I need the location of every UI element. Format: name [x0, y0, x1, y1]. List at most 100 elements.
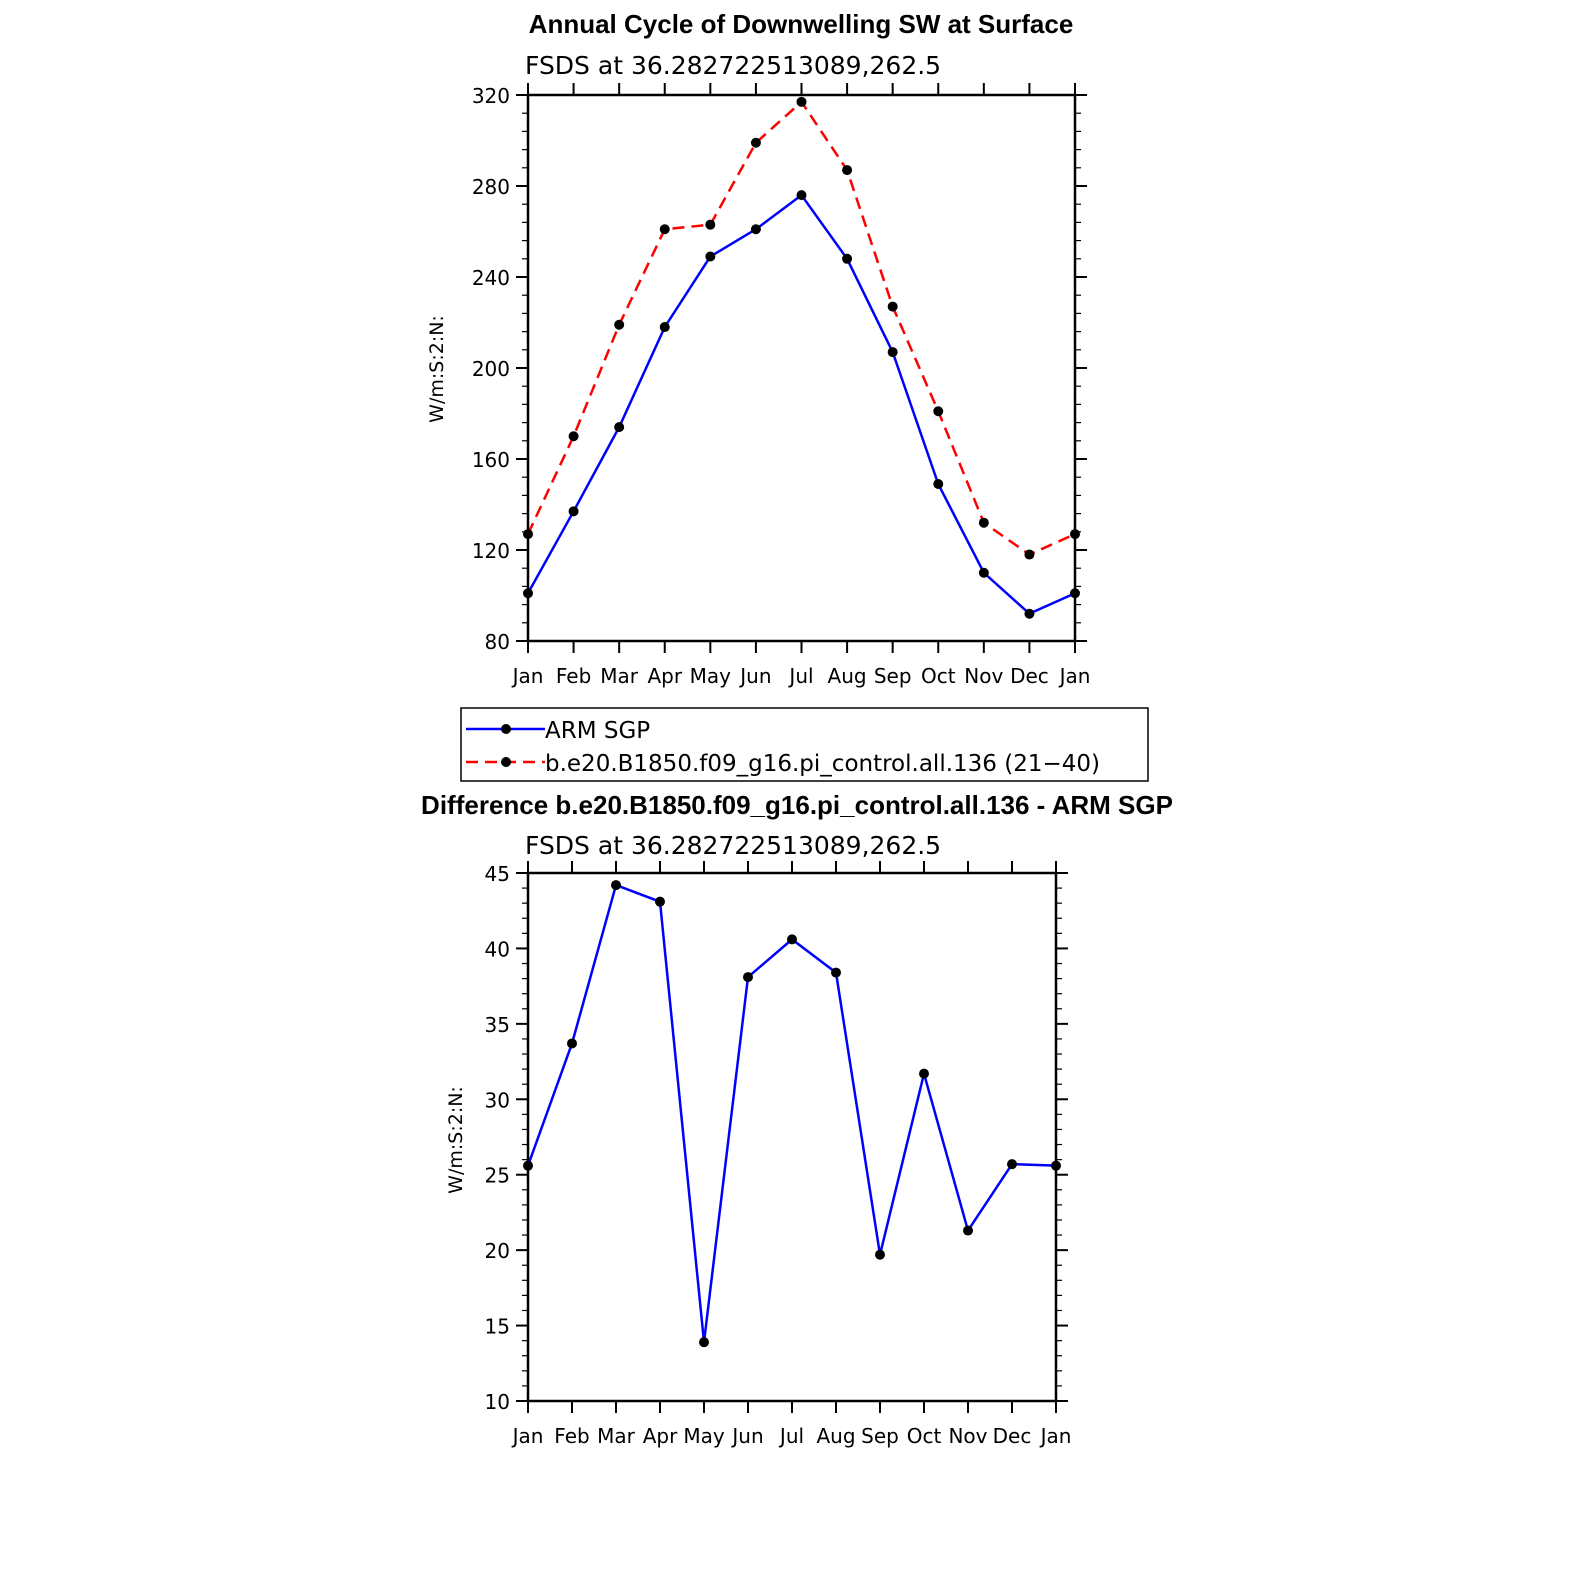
x-tick-label: Feb [556, 664, 591, 688]
y-tick-label: 200 [472, 357, 510, 381]
legend: ARM SGP b.e20.B1850.f09_g16.pi_control.a… [460, 707, 1149, 782]
y-tick-label: 320 [472, 84, 510, 108]
data-point [887, 301, 898, 312]
y-tick-label: 25 [485, 1164, 510, 1188]
data-point [1024, 608, 1035, 619]
x-tick-label: Jan [511, 1424, 544, 1448]
chart2-series [523, 880, 1061, 1348]
x-tick-label: May [690, 664, 732, 688]
data-point [699, 1337, 709, 1348]
data-point [705, 251, 716, 262]
y-tick-label: 40 [485, 937, 510, 961]
difference-chart: Difference b.e20.B1850.f09_g16.pi_contro… [421, 790, 1173, 1448]
y-tick-label: 160 [472, 448, 510, 472]
y-tick-label: 45 [485, 862, 510, 886]
y-tick-label: 30 [485, 1088, 510, 1112]
data-point [1070, 588, 1080, 599]
x-tick-label: Jan [1058, 664, 1091, 688]
data-point [875, 1249, 885, 1260]
x-tick-label: Jul [787, 664, 813, 688]
data-point [933, 406, 944, 417]
x-tick-label: Sep [861, 1424, 899, 1448]
series-line [526, 883, 1057, 1343]
chart1-axes [516, 83, 1087, 653]
data-point [659, 224, 670, 235]
x-tick-label: Jul [778, 1424, 804, 1448]
data-point [659, 322, 670, 333]
chart1-tick-labels: 80 120 160 200 240 280 320 Jan Feb Mar Apr May Jun Ju… [472, 84, 1091, 688]
x-tick-label: Feb [554, 1424, 589, 1448]
y-tick-label: 120 [472, 539, 510, 563]
chart2-tick-labels: 10 15 20 25 30 35 40 45 Jan Feb Mar Apr May Jun Jul Aug… [485, 862, 1072, 1448]
data-point [750, 137, 761, 148]
y-tick-label: 80 [485, 630, 510, 654]
x-tick-label: Aug [816, 1424, 855, 1448]
data-point [523, 1160, 533, 1171]
data-point [842, 253, 853, 264]
data-point [842, 165, 853, 176]
chart2-title: Difference b.e20.B1850.f09_g16.pi_contro… [421, 790, 1173, 820]
legend-item-model: b.e20.B1850.f09_g16.pi_control.all.136 (… [466, 751, 1100, 777]
data-point [796, 190, 807, 201]
data-point [1070, 529, 1080, 540]
y-tick-label: 35 [485, 1013, 510, 1037]
data-point [1007, 1159, 1017, 1170]
chart2-ylabel: W/m:S:2:N: [445, 1086, 467, 1194]
data-point [831, 967, 841, 978]
legend-item-arm-sgp: ARM SGP [466, 718, 650, 744]
data-point [614, 319, 625, 330]
data-point [750, 224, 761, 235]
y-tick-label: 280 [472, 175, 510, 199]
x-tick-label: Dec [993, 1424, 1032, 1448]
x-tick-label: Jan [1039, 1424, 1072, 1448]
data-point [567, 1038, 577, 1049]
x-tick-label: Dec [1010, 664, 1049, 688]
data-point [796, 96, 807, 107]
data-point [887, 347, 898, 358]
x-tick-label: Nov [964, 664, 1003, 688]
data-point [655, 896, 665, 907]
chart1-title: Annual Cycle of Downwelling SW at Surfac… [529, 9, 1074, 39]
chart1-series [523, 96, 1080, 619]
legend-label-arm-sgp: ARM SGP [545, 718, 650, 744]
x-tick-label: Mar [600, 664, 639, 688]
x-tick-label: May [683, 1424, 725, 1448]
data-point [978, 567, 989, 578]
x-tick-label: Apr [647, 664, 682, 688]
annual-cycle-chart: Annual Cycle of Downwelling SW at Surfac… [426, 9, 1090, 688]
data-point [743, 972, 753, 983]
data-point [1024, 549, 1035, 560]
chart1-ylabel: W/m:S:2:N: [426, 315, 448, 423]
x-tick-label: Jun [738, 664, 771, 688]
plot-frame [526, 871, 1058, 1403]
x-tick-label: Oct [921, 664, 956, 688]
chart2-axes [516, 861, 1068, 1413]
data-point [568, 431, 579, 442]
y-tick-label: 15 [485, 1315, 510, 1339]
y-tick-label: 240 [472, 266, 510, 290]
x-tick-label: Jun [730, 1424, 763, 1448]
data-point [963, 1225, 973, 1236]
x-tick-label: Nov [948, 1424, 987, 1448]
data-point [611, 880, 621, 891]
data-point [919, 1068, 929, 1079]
plot-frame [526, 93, 1077, 643]
data-point [614, 422, 625, 433]
x-tick-label: Aug [828, 664, 867, 688]
x-tick-label: Jan [511, 664, 544, 688]
data-point [705, 219, 716, 230]
legend-box [460, 707, 1149, 782]
chart2-subtitle: FSDS at 36.282722513089,262.5 [525, 831, 941, 860]
data-point [568, 506, 579, 517]
data-point [523, 529, 533, 540]
data-point [787, 934, 797, 945]
x-tick-label: Oct [907, 1424, 942, 1448]
chart1-subtitle: FSDS at 36.282722513089,262.5 [525, 51, 941, 80]
x-tick-label: Sep [874, 664, 912, 688]
data-point [933, 479, 944, 490]
x-tick-label: Apr [643, 1424, 678, 1448]
data-point [523, 588, 533, 599]
y-tick-label: 10 [485, 1390, 510, 1414]
x-tick-label: Mar [597, 1424, 636, 1448]
